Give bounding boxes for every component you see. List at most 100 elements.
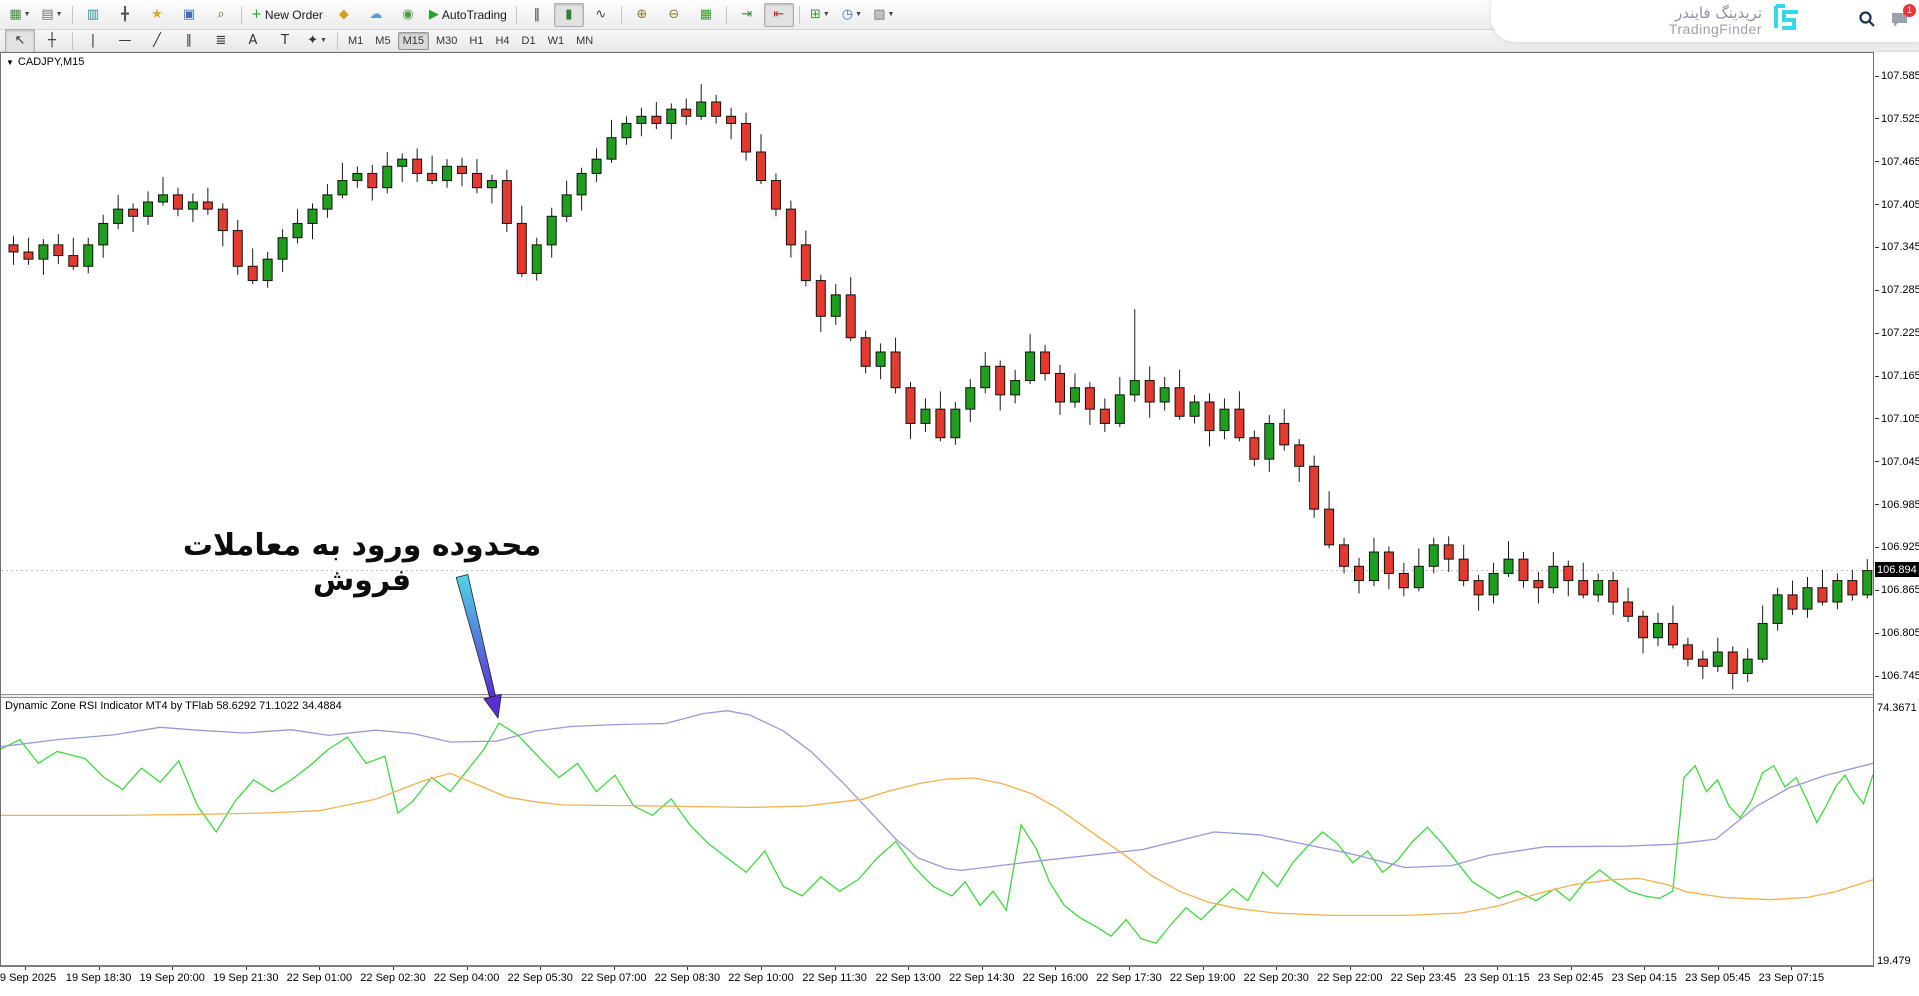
chart-shift-button[interactable]: ⇤: [763, 2, 794, 27]
candle: [1533, 580, 1544, 589]
candle: [920, 408, 931, 424]
tick-mark: [1791, 967, 1793, 970]
candle: [1518, 558, 1529, 582]
time-tick-label: 22 Sep 05:30: [507, 972, 573, 984]
metaeditor-button[interactable]: ◆: [329, 3, 359, 27]
new-chart-button[interactable]: ▦ ▼: [5, 3, 35, 27]
tick-mark: [908, 967, 910, 970]
vertical-line-tool[interactable]: |: [78, 29, 108, 53]
panel-splitter[interactable]: [1, 694, 1873, 698]
chat-icon[interactable]: 1: [1890, 3, 1916, 33]
time-tick-label: 22 Sep 23:45: [1390, 972, 1457, 984]
timeframe-m5-button[interactable]: M5: [375, 34, 391, 47]
candle: [397, 158, 408, 167]
zoom-out-button[interactable]: ⊖: [659, 3, 689, 27]
timeframe-m1-button[interactable]: M1: [348, 34, 364, 47]
autotrading-button[interactable]: ▶ AutoTrading: [425, 3, 511, 27]
arrows-tool[interactable]: ✦ ▼: [302, 29, 332, 53]
autotrading-button-label: AutoTrading: [441, 7, 507, 22]
horizontal-line-tool[interactable]: —: [110, 29, 140, 53]
candle: [262, 258, 273, 282]
timeframe-w1-button[interactable]: W1: [547, 34, 565, 47]
sell-zone-annotation: محدوده ورود به معاملات فروش: [182, 528, 542, 598]
candle: [531, 244, 542, 274]
terminal-button[interactable]: ▣: [174, 3, 204, 27]
data-window-button[interactable]: ╋: [110, 3, 140, 27]
candle: [1802, 587, 1813, 610]
templates-button[interactable]: ▨ ▼: [869, 3, 899, 27]
candle: [905, 387, 916, 424]
dropdown-caret-icon[interactable]: ▼: [855, 11, 862, 18]
market-watch-button[interactable]: ▥: [78, 3, 108, 27]
tick-mark: [1570, 967, 1572, 970]
dropdown-caret-icon[interactable]: ▼: [822, 11, 830, 18]
periods-button[interactable]: ◷ ▼: [837, 3, 867, 27]
rsi-indicator-panel[interactable]: [1, 698, 1873, 966]
timeframe-h4-button[interactable]: H4: [495, 34, 510, 47]
navigator-button[interactable]: ★: [142, 3, 172, 27]
indicators-button[interactable]: ⊞ ▼: [805, 3, 835, 27]
timeframe-m30-button[interactable]: M30: [435, 34, 458, 47]
candle: [830, 294, 841, 317]
fibonacci-tool[interactable]: ≣: [206, 29, 236, 53]
time-axis[interactable]: 19 Sep 2025 19 Sep 18:30 19 Sep 20:00 19 Se…: [0, 967, 1874, 996]
label-tool[interactable]: T: [270, 29, 300, 53]
tick-mark: [834, 967, 836, 970]
search-icon[interactable]: [1858, 10, 1876, 33]
candle: [1593, 580, 1604, 596]
auto-scroll-button[interactable]: ⇥: [732, 3, 762, 27]
price-axis[interactable]: 74.3671 19.479 107.585 107.525 107.465 107.…: [1875, 52, 1919, 967]
candle: [1413, 565, 1424, 589]
timeframe-d1-button[interactable]: D1: [521, 34, 536, 47]
candle: [890, 351, 901, 389]
time-tick-label: 22 Sep 01:00: [286, 972, 353, 984]
bar-chart-button[interactable]: ‖: [522, 3, 552, 27]
time-tick-label: 22 Sep 17:30: [1096, 972, 1162, 984]
crosshair-icon: ┼: [48, 33, 56, 48]
dropdown-caret-icon[interactable]: ▼: [23, 11, 31, 18]
dropdown-caret-icon[interactable]: ▼: [319, 37, 327, 44]
candle: [1473, 580, 1484, 596]
tick-mark: [466, 967, 468, 970]
annotation-arrow: [455, 574, 502, 720]
community-button[interactable]: ◉: [393, 3, 423, 27]
timeframe-m15-button[interactable]: M15: [397, 31, 429, 50]
line-chart-button[interactable]: ∿: [586, 3, 616, 27]
symbol-label[interactable]: ▼ CADJPY,M15: [6, 56, 84, 68]
trendline-tool[interactable]: ╱: [142, 29, 172, 53]
text-tool[interactable]: A: [238, 29, 268, 53]
candlestick-chart-button[interactable]: ▮: [553, 2, 584, 27]
timeframe-h1-button[interactable]: H1: [469, 34, 484, 47]
candle: [1638, 615, 1649, 639]
tile-windows-button[interactable]: ▦: [691, 3, 721, 27]
time-tick-label: 22 Sep 16:00: [1022, 972, 1089, 984]
zoom-in-icon: ⊕: [636, 7, 648, 22]
candle: [1219, 408, 1230, 432]
dropdown-caret-icon[interactable]: ▼: [887, 11, 895, 18]
candlestick-chart[interactable]: [1, 53, 1873, 694]
candle: [1757, 622, 1768, 660]
dropdown-caret-icon[interactable]: ▼: [55, 11, 63, 18]
cursor-tool[interactable]: ↖: [5, 28, 35, 53]
experts-button[interactable]: ☁: [361, 3, 391, 27]
crosshair-tool[interactable]: ┼: [37, 29, 67, 53]
candle: [1174, 387, 1185, 417]
candle: [1339, 544, 1350, 567]
candle: [1548, 565, 1559, 589]
strategy-tester-button[interactable]: ⌕: [206, 3, 236, 27]
zoom-in-button[interactable]: ⊕: [627, 3, 657, 27]
indicator-scale-max: 74.3671: [1877, 702, 1917, 714]
channel-tool[interactable]: ∥: [174, 29, 204, 53]
chart-window[interactable]: ▼ CADJPY,M15 Dynamic Zone RSI Indicator …: [0, 52, 1874, 967]
timeframe-mn-button[interactable]: MN: [576, 34, 594, 47]
candle: [352, 172, 363, 182]
candle: [1010, 380, 1021, 396]
new-order-button[interactable]: + New Order: [247, 3, 327, 27]
profiles-button[interactable]: ▤ ▼: [37, 3, 67, 27]
price-tick-label: 106.985: [1875, 498, 1919, 512]
tick-mark: [540, 967, 542, 970]
tick-mark: [1349, 967, 1351, 970]
price-tick-label: 107.465: [1875, 155, 1919, 169]
symbol-text: CADJPY,M15: [17, 56, 85, 68]
time-tick-label: 23 Sep 01:15: [1464, 972, 1530, 984]
